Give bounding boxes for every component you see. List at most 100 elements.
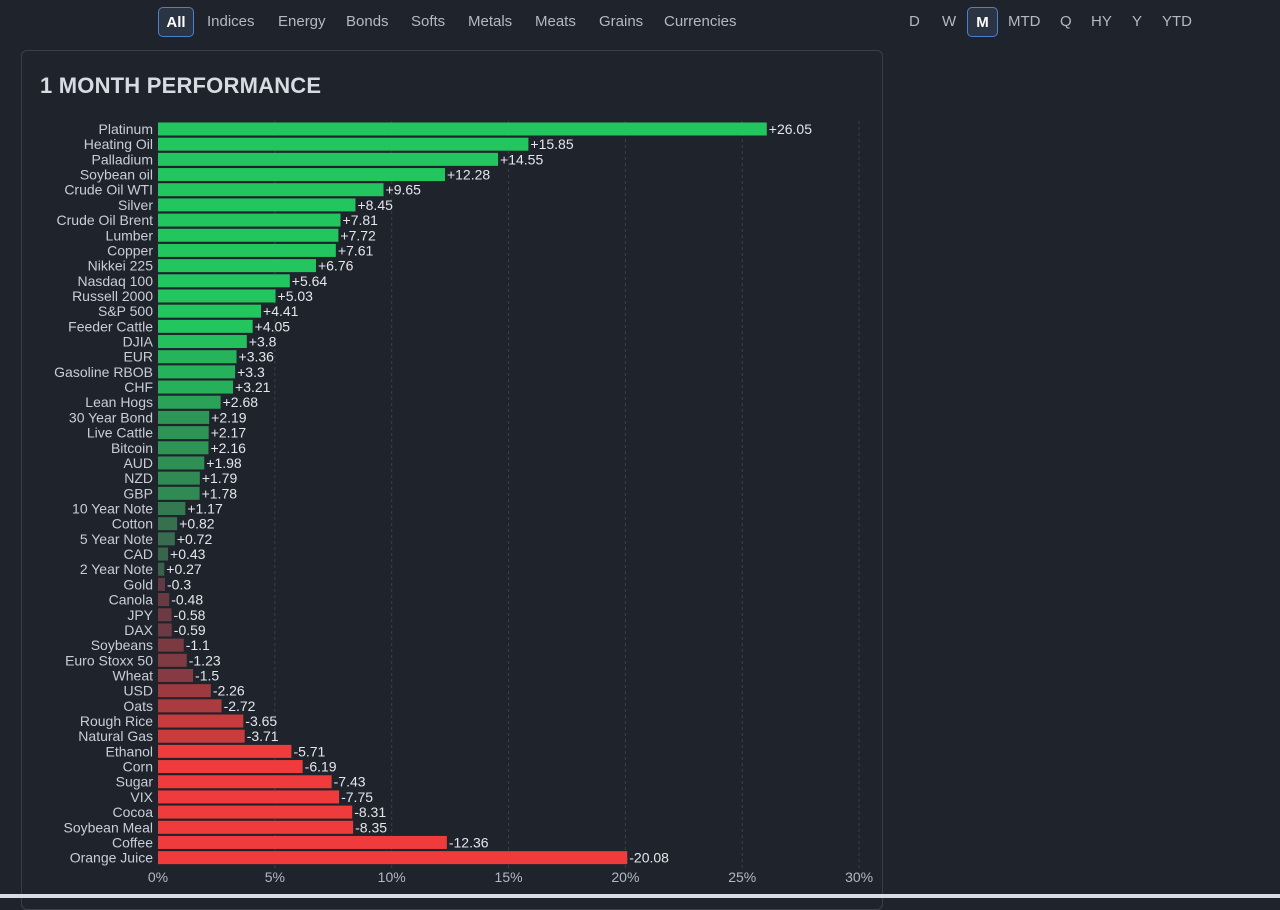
category-label: GBP [123, 485, 153, 501]
value-label: +0.27 [166, 561, 202, 577]
value-label: -1.1 [186, 637, 210, 653]
period-q[interactable]: Q [1060, 13, 1072, 30]
tab-indices[interactable]: Indices [207, 13, 255, 30]
tab-all[interactable]: All [158, 7, 194, 37]
category-label: 5 Year Note [80, 531, 153, 547]
period-ytd[interactable]: YTD [1162, 13, 1192, 30]
value-label: -3.65 [245, 713, 277, 729]
category-label: Silver [118, 197, 153, 213]
period-y[interactable]: Y [1132, 13, 1143, 30]
value-label: +8.45 [357, 197, 393, 213]
category-label: Ethanol [106, 743, 153, 759]
value-label: +5.64 [292, 273, 328, 289]
category-label: Orange Juice [70, 850, 153, 866]
bar [158, 668, 194, 682]
tab-bonds[interactable]: Bonds [346, 13, 389, 30]
category-label: Euro Stoxx 50 [65, 652, 153, 668]
x-tick-label: 0% [148, 869, 168, 885]
value-label: +0.43 [170, 546, 206, 562]
tab-softs[interactable]: Softs [411, 13, 446, 30]
value-label: -0.58 [174, 607, 206, 623]
category-label: Gasoline RBOB [54, 364, 153, 380]
tab-grains[interactable]: Grains [599, 13, 644, 30]
value-label: +7.61 [338, 242, 374, 258]
category-label: Bitcoin [111, 440, 153, 456]
bar [158, 775, 332, 789]
tab-metals[interactable]: Metals [468, 13, 513, 30]
bar [158, 365, 236, 379]
category-label: Soybean Meal [63, 819, 153, 835]
value-label: +3.3 [237, 364, 265, 380]
bar [158, 289, 276, 303]
bar [158, 638, 184, 652]
category-label: Palladium [92, 151, 153, 167]
period-d[interactable]: D [909, 13, 920, 30]
bar [158, 243, 336, 257]
value-label: -3.71 [247, 728, 279, 744]
category-label: Gold [123, 576, 153, 592]
bar [158, 122, 767, 136]
x-tick-label: 10% [378, 869, 406, 885]
bar [158, 274, 290, 288]
tab-energy[interactable]: Energy [278, 13, 326, 30]
value-label: +12.28 [447, 167, 490, 183]
value-label: +3.36 [239, 349, 275, 365]
period-mtd[interactable]: MTD [1008, 13, 1041, 30]
tab-currencies[interactable]: Currencies [664, 13, 737, 30]
x-tick-label: 20% [611, 869, 639, 885]
category-label: CHF [124, 379, 153, 395]
value-label: -7.75 [341, 789, 373, 805]
bar [158, 532, 175, 546]
value-label: +1.98 [206, 455, 242, 471]
value-label: -5.71 [293, 743, 325, 759]
value-label: -12.36 [449, 834, 489, 850]
bar [158, 395, 221, 409]
bar [158, 851, 628, 865]
category-label: Nikkei 225 [88, 258, 154, 274]
category-label: Soybeans [91, 637, 153, 653]
value-label: +4.41 [263, 303, 299, 319]
bar [158, 805, 353, 819]
period-m[interactable]: M [967, 7, 998, 37]
category-label: Coffee [112, 834, 153, 850]
bar [158, 684, 211, 698]
bar [158, 426, 209, 440]
bar [158, 653, 187, 667]
category-label: Crude Oil Brent [57, 212, 154, 228]
bar [158, 304, 262, 318]
category-label: Sugar [116, 774, 154, 790]
category-label: EUR [123, 349, 153, 365]
category-label: Heating Oil [84, 136, 153, 152]
category-label: USD [123, 683, 153, 699]
category-label: AUD [123, 455, 153, 471]
value-label: +6.76 [318, 258, 354, 274]
bar [158, 608, 172, 622]
period-w[interactable]: W [942, 13, 957, 30]
value-label: -0.48 [171, 592, 203, 608]
category-label: Cocoa [113, 804, 154, 820]
category-label: Corn [123, 759, 153, 775]
bar [158, 228, 339, 242]
category-label: DAX [124, 622, 153, 638]
category-label: Oats [123, 698, 153, 714]
bar [158, 577, 166, 591]
period-hy[interactable]: HY [1091, 13, 1112, 30]
bar [158, 168, 445, 182]
category-label: 10 Year Note [72, 501, 153, 517]
value-label: +2.16 [210, 440, 246, 456]
bar [158, 335, 247, 349]
value-label: +3.8 [249, 334, 277, 350]
category-label: 2 Year Note [80, 561, 153, 577]
value-label: -6.19 [305, 759, 337, 775]
bottom-edge-bar [0, 894, 1280, 898]
value-label: +4.05 [255, 318, 291, 334]
bar [158, 213, 341, 227]
value-label: +14.55 [500, 151, 543, 167]
category-label: Crude Oil WTI [64, 182, 153, 198]
tab-meats[interactable]: Meats [535, 13, 576, 30]
bar [158, 502, 186, 515]
value-label: -8.31 [354, 804, 386, 820]
bar [158, 380, 234, 394]
x-tick-label: 30% [845, 869, 873, 885]
